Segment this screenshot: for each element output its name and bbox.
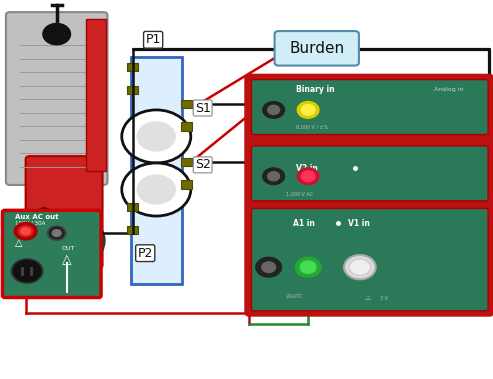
FancyBboxPatch shape — [2, 210, 101, 298]
Bar — [181, 180, 192, 189]
Circle shape — [262, 262, 276, 273]
Text: ⚠: ⚠ — [365, 295, 371, 301]
FancyBboxPatch shape — [6, 12, 107, 185]
Text: S2: S2 — [195, 158, 211, 171]
Circle shape — [43, 23, 70, 45]
Circle shape — [349, 259, 371, 276]
Circle shape — [35, 216, 99, 265]
Bar — [86, 19, 106, 171]
Circle shape — [295, 257, 321, 277]
Circle shape — [301, 171, 315, 182]
Circle shape — [137, 121, 176, 152]
Circle shape — [344, 255, 376, 279]
Text: 8,000 V / ±%: 8,000 V / ±% — [296, 124, 328, 130]
Text: V2 in: V2 in — [296, 164, 317, 173]
FancyBboxPatch shape — [251, 146, 488, 201]
Text: A1 in: A1 in — [293, 219, 315, 228]
Bar — [181, 100, 192, 108]
Circle shape — [301, 105, 315, 115]
Text: 1,000 V AC: 1,000 V AC — [286, 192, 313, 197]
Bar — [5, 8, 113, 296]
FancyBboxPatch shape — [251, 80, 488, 135]
Text: S1: S1 — [195, 102, 211, 114]
Text: 20A/TC: 20A/TC — [286, 294, 303, 299]
Text: △: △ — [15, 238, 22, 247]
Circle shape — [300, 261, 316, 273]
Circle shape — [137, 174, 176, 205]
Text: Aux AC out: Aux AC out — [15, 214, 58, 220]
Text: P1: P1 — [145, 33, 161, 46]
Text: 3 V: 3 V — [380, 296, 387, 301]
Circle shape — [268, 105, 280, 114]
Circle shape — [54, 231, 79, 250]
Bar — [127, 86, 138, 94]
FancyBboxPatch shape — [26, 156, 103, 268]
Text: Burden: Burden — [289, 41, 344, 56]
Circle shape — [122, 110, 191, 163]
Circle shape — [297, 102, 319, 118]
Circle shape — [256, 257, 282, 277]
Circle shape — [17, 224, 35, 238]
Circle shape — [13, 260, 41, 282]
Circle shape — [47, 226, 66, 240]
Text: P2: P2 — [138, 247, 153, 260]
Circle shape — [14, 222, 37, 240]
Text: △: △ — [62, 253, 71, 266]
FancyBboxPatch shape — [251, 208, 488, 311]
Circle shape — [38, 207, 51, 217]
Circle shape — [263, 168, 284, 185]
Text: Binary in: Binary in — [296, 85, 334, 94]
Text: V1 in: V1 in — [348, 219, 369, 228]
Circle shape — [49, 227, 64, 239]
Bar — [127, 203, 138, 211]
Circle shape — [297, 168, 319, 185]
Circle shape — [20, 227, 31, 235]
Bar — [131, 57, 182, 284]
Bar — [181, 158, 192, 166]
Circle shape — [122, 163, 191, 216]
Bar — [127, 226, 138, 234]
Circle shape — [52, 230, 61, 236]
FancyBboxPatch shape — [246, 75, 493, 315]
Circle shape — [11, 259, 43, 283]
Text: Análog in: Análog in — [434, 86, 463, 92]
Circle shape — [268, 172, 280, 181]
Bar — [181, 122, 192, 131]
FancyBboxPatch shape — [275, 31, 359, 66]
Text: 100V / 30A: 100V / 30A — [15, 221, 45, 226]
Text: OUT: OUT — [62, 246, 75, 251]
Bar — [127, 63, 138, 71]
Circle shape — [263, 102, 284, 118]
